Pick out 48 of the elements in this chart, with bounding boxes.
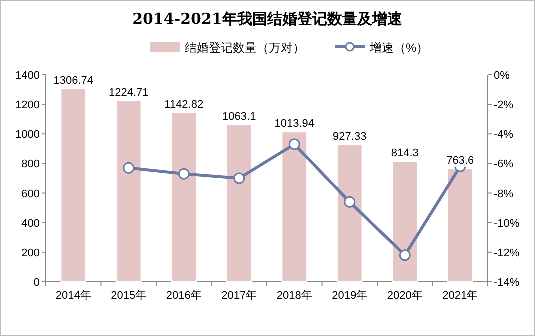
- y-tick-label: 1200: [16, 100, 40, 112]
- y2-tick-label: 0%: [494, 70, 510, 82]
- data-label: 1142.82: [164, 99, 204, 112]
- data-label: 1306.74: [54, 74, 94, 87]
- bar: [282, 132, 308, 282]
- bar: [336, 144, 363, 282]
- x-tick-label: 2014年: [56, 290, 92, 302]
- y2-tick-label: -10%: [494, 218, 520, 230]
- bar: [392, 161, 418, 282]
- point: [288, 138, 300, 150]
- data-label: 1224.71: [108, 86, 149, 99]
- y2-tick-label: -8%: [494, 188, 514, 200]
- y2-tick-label: -14%: [494, 277, 520, 289]
- point: [178, 168, 190, 180]
- y-tick-label: 1400: [16, 70, 40, 82]
- point: [344, 196, 356, 208]
- x-tick-label: 2018年: [276, 290, 312, 302]
- bar: [116, 100, 142, 282]
- y-tick-label: 800: [22, 158, 40, 171]
- data-label: 1013.94: [274, 118, 315, 130]
- legend-label: 增速（%）: [369, 41, 429, 55]
- point: [399, 250, 411, 262]
- y-tick-label: 400: [22, 218, 40, 230]
- bar: [226, 124, 252, 282]
- point: [234, 172, 246, 184]
- bar: [60, 88, 87, 282]
- data-label: 1063.1: [222, 110, 256, 123]
- data-label: 814.3: [391, 148, 419, 160]
- data-label: 763.6: [446, 155, 474, 168]
- y2-tick-label: -4%: [494, 129, 514, 142]
- chart-title: 2014-2021年我国结婚登记数量及增速: [132, 10, 404, 28]
- x-tick-label: 2016年: [166, 290, 202, 302]
- x-tick-label: 2020年: [387, 290, 423, 302]
- y2-tick-label: -2%: [494, 100, 514, 112]
- bar: [171, 112, 198, 282]
- y-tick-label: 600: [22, 188, 40, 200]
- legend-label: 结婚登记数量（万对）: [185, 41, 305, 55]
- y-tick-label: 1000: [16, 129, 40, 142]
- data-label: 927.33: [333, 130, 367, 143]
- x-tick-label: 2017年: [222, 290, 258, 302]
- y-tick-label: 0: [34, 277, 40, 289]
- x-tick-label: 2015年: [111, 290, 147, 302]
- y2-tick-label: -6%: [494, 158, 514, 171]
- y-tick-label: 200: [22, 247, 40, 260]
- y2-tick-label: -12%: [494, 247, 520, 260]
- x-tick-label: 2021年: [442, 290, 478, 302]
- point: [123, 162, 135, 174]
- x-tick-label: 2019年: [332, 290, 368, 302]
